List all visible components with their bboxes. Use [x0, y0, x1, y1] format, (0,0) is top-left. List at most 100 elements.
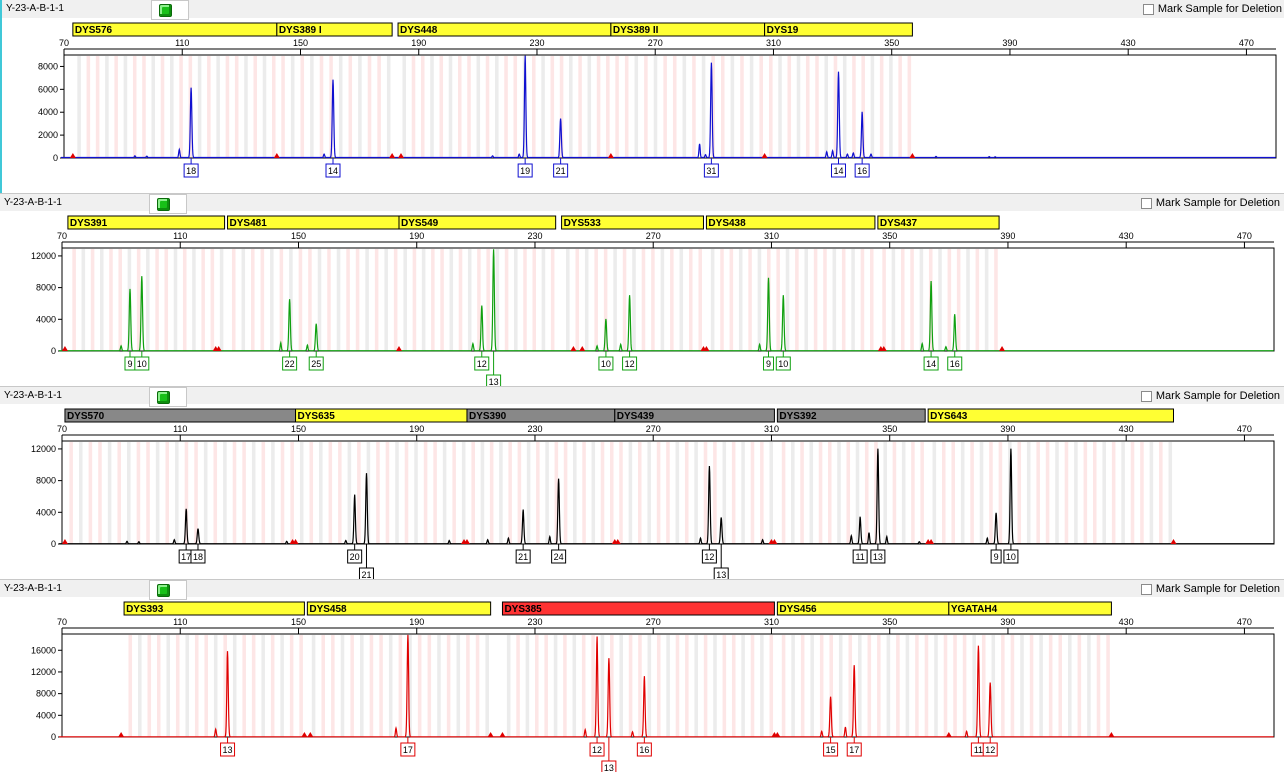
allele-call-label[interactable]: 16	[854, 158, 870, 178]
sizing-quality-button[interactable]	[151, 0, 189, 20]
allele-call-box[interactable]	[183, 163, 199, 178]
allele-call-label[interactable]: 14	[923, 351, 939, 371]
allele-call-box[interactable]	[308, 356, 324, 371]
allele-call-box[interactable]	[775, 356, 791, 371]
sizing-quality-button[interactable]	[149, 194, 187, 214]
mark-for-deletion-checkbox[interactable]: Mark Sample for Deletion	[1142, 3, 1282, 15]
allele-call-box[interactable]	[823, 742, 839, 757]
allele-call-label[interactable]: 10	[1003, 544, 1019, 564]
allele-call-box[interactable]	[703, 163, 719, 178]
allele-call-label[interactable]: 25	[308, 351, 324, 371]
marker-bar-rect[interactable]	[614, 408, 775, 423]
marker-bar[interactable]: DYS390	[466, 408, 616, 423]
allele-call-label[interactable]: 12	[701, 544, 717, 564]
allele-call-box[interactable]	[1003, 549, 1019, 564]
allele-call-box[interactable]	[636, 742, 652, 757]
allele-call-label[interactable]: 10	[598, 351, 614, 371]
allele-call-box[interactable]	[474, 356, 490, 371]
allele-call-box[interactable]	[923, 356, 939, 371]
marker-bar[interactable]: DYS448	[397, 22, 612, 37]
allele-call-box[interactable]	[701, 549, 717, 564]
marker-bar[interactable]: DYS437	[877, 215, 1000, 230]
marker-bar[interactable]: DYS439	[614, 408, 775, 423]
allele-call-box[interactable]	[220, 742, 236, 757]
checkbox-icon[interactable]	[1140, 583, 1152, 595]
allele-call-box[interactable]	[622, 356, 638, 371]
marker-bar-rect[interactable]	[705, 215, 876, 230]
marker-bar[interactable]: DYS481	[227, 215, 400, 230]
allele-call-label[interactable]: 21	[553, 158, 569, 178]
marker-bar[interactable]: DYS643	[927, 408, 1174, 423]
allele-call-label[interactable]: 20	[347, 544, 363, 564]
checkbox-icon[interactable]	[1140, 197, 1152, 209]
allele-call-label[interactable]: 13	[486, 351, 502, 386]
allele-call-box[interactable]	[347, 549, 363, 564]
allele-call-box[interactable]	[852, 549, 868, 564]
allele-call-box[interactable]	[400, 742, 416, 757]
marker-bar[interactable]: DYS549	[398, 215, 557, 230]
allele-call-box[interactable]	[870, 549, 886, 564]
marker-bar[interactable]: DYS391	[67, 215, 226, 230]
allele-call-box[interactable]	[190, 549, 206, 564]
allele-call-label[interactable]: 9	[124, 351, 136, 371]
marker-bar-rect[interactable]	[764, 22, 913, 37]
marker-bar-rect[interactable]	[398, 215, 557, 230]
allele-call-box[interactable]	[990, 549, 1002, 564]
allele-call-label[interactable]: 12	[474, 351, 490, 371]
marker-bar[interactable]: DYS392	[776, 408, 926, 423]
checkbox-icon[interactable]	[1142, 3, 1154, 15]
marker-bar[interactable]: DYS389 I	[276, 22, 393, 37]
allele-call-label[interactable]: 9	[990, 544, 1002, 564]
allele-call-label[interactable]: 21	[358, 544, 374, 579]
marker-bar-rect[interactable]	[276, 22, 393, 37]
allele-call-box[interactable]	[282, 356, 298, 371]
marker-bar-rect[interactable]	[306, 601, 492, 616]
allele-call-label[interactable]: 17	[400, 737, 416, 757]
allele-call-label[interactable]: 12	[589, 737, 605, 757]
allele-call-box[interactable]	[134, 356, 150, 371]
allele-call-label[interactable]: 18	[183, 158, 199, 178]
marker-bar-rect[interactable]	[776, 408, 926, 423]
allele-call-label[interactable]: 19	[517, 158, 533, 178]
mark-for-deletion-checkbox[interactable]: Mark Sample for Deletion	[1140, 197, 1280, 209]
allele-call-label[interactable]: 16	[636, 737, 652, 757]
allele-call-box[interactable]	[598, 356, 614, 371]
allele-call-label[interactable]: 10	[775, 351, 791, 371]
marker-bar[interactable]: DYS533	[561, 215, 704, 230]
marker-bar[interactable]: DYS385	[501, 601, 775, 616]
allele-call-label[interactable]: 13	[220, 737, 236, 757]
mark-for-deletion-checkbox[interactable]: Mark Sample for Deletion	[1140, 583, 1280, 595]
allele-call-box[interactable]	[854, 163, 870, 178]
allele-call-box[interactable]	[589, 742, 605, 757]
allele-call-box[interactable]	[763, 356, 775, 371]
allele-call-box[interactable]	[325, 163, 341, 178]
allele-call-label[interactable]: 17	[178, 544, 194, 564]
allele-call-box[interactable]	[713, 567, 729, 579]
allele-call-label[interactable]: 9	[763, 351, 775, 371]
allele-call-box[interactable]	[947, 356, 963, 371]
mark-for-deletion-checkbox[interactable]: Mark Sample for Deletion	[1140, 390, 1280, 402]
sizing-quality-button[interactable]	[149, 580, 187, 600]
allele-call-box[interactable]	[830, 163, 846, 178]
checkbox-icon[interactable]	[1140, 390, 1152, 402]
allele-call-box[interactable]	[982, 742, 998, 757]
marker-bar[interactable]: DYS458	[306, 601, 492, 616]
marker-bar[interactable]: DYS456	[776, 601, 950, 616]
allele-call-label[interactable]: 10	[134, 351, 150, 371]
allele-call-label[interactable]: 24	[551, 544, 567, 564]
marker-bar-rect[interactable]	[948, 601, 1112, 616]
allele-call-label[interactable]: 15	[823, 737, 839, 757]
marker-bar[interactable]: DYS635	[295, 408, 468, 423]
allele-call-box[interactable]	[486, 374, 502, 386]
allele-call-box[interactable]	[553, 163, 569, 178]
allele-call-box[interactable]	[515, 549, 531, 564]
marker-bar-rect[interactable]	[67, 215, 226, 230]
marker-bar-rect[interactable]	[123, 601, 305, 616]
sizing-quality-button[interactable]	[149, 387, 187, 407]
marker-bar-rect[interactable]	[877, 215, 1000, 230]
allele-call-box[interactable]	[551, 549, 567, 564]
marker-bar[interactable]: YGATAH4	[948, 601, 1112, 616]
marker-bar-rect[interactable]	[927, 408, 1174, 423]
allele-call-label[interactable]: 11	[852, 544, 868, 564]
allele-call-box[interactable]	[358, 567, 374, 579]
